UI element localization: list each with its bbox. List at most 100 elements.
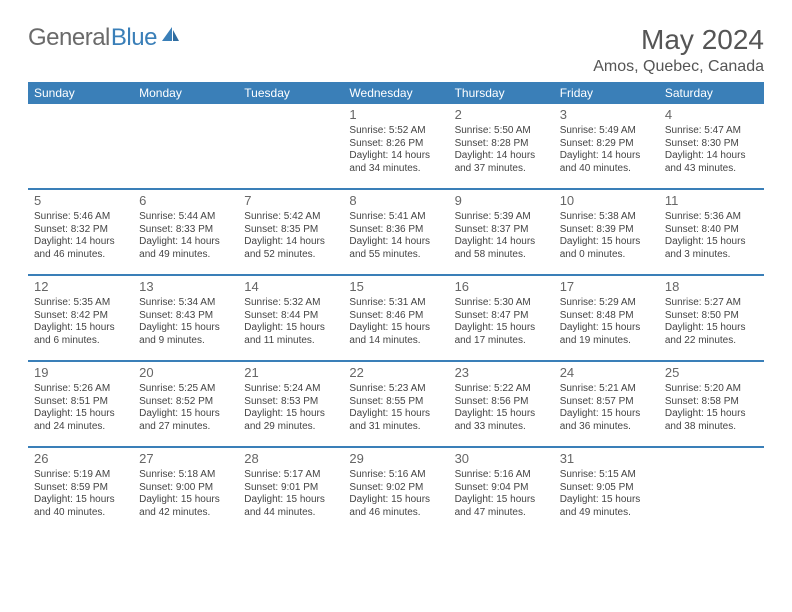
day-number: 13 xyxy=(139,279,232,295)
calendar-body: 1Sunrise: 5:52 AMSunset: 8:26 PMDaylight… xyxy=(28,104,764,533)
sunset-line: Sunset: 9:02 PM xyxy=(349,482,442,495)
day-cell: 23 Sunrise: 5:22 AMSunset: 8:56 PMDayligh… xyxy=(449,362,554,447)
daylight-line: Daylight: 14 hours and 58 minutes. xyxy=(455,236,548,261)
day-cell: 12Sunrise: 5:35 AMSunset: 8:42 PMDayligh… xyxy=(28,276,133,361)
weekday-header: Friday xyxy=(554,82,659,104)
day-cell: 9Sunrise: 5:39 AMSunset: 8:37 PMDaylight… xyxy=(449,190,554,275)
weekday-header: Saturday xyxy=(659,82,764,104)
sunrise-line: Sunrise: 5:25 AM xyxy=(139,383,232,396)
sunrise-line: Sunrise: 5:52 AM xyxy=(349,125,442,138)
weekday-header: Monday xyxy=(133,82,238,104)
sunrise-line: Sunrise: 5:20 AM xyxy=(665,383,758,396)
sunrise-line: Sunrise: 5:38 AM xyxy=(560,211,653,224)
day-number: 7 xyxy=(244,193,337,209)
day-number: 6 xyxy=(139,193,232,209)
sunset-line: Sunset: 8:59 PM xyxy=(34,482,127,495)
sunset-line: Sunset: 8:40 PM xyxy=(665,224,758,237)
day-cell: 19Sunrise: 5:26 AMSunset: 8:51 PMDayligh… xyxy=(28,362,133,447)
sunset-line: Sunset: 8:58 PM xyxy=(665,396,758,409)
daylight-line: Daylight: 15 hours and 27 minutes. xyxy=(139,408,232,433)
sunset-line: Sunset: 8:32 PM xyxy=(34,224,127,237)
sunset-line: Sunset: 8:44 PM xyxy=(244,310,337,323)
day-cell: 8Sunrise: 5:41 AMSunset: 8:36 PMDaylight… xyxy=(343,190,448,275)
daylight-line: Daylight: 15 hours and 44 minutes. xyxy=(244,494,337,519)
brand-part2: Blue xyxy=(111,24,157,52)
daylight-line: Daylight: 14 hours and 55 minutes. xyxy=(349,236,442,261)
daylight-line: Daylight: 15 hours and 22 minutes. xyxy=(665,322,758,347)
day-number: 31 xyxy=(560,451,653,467)
day-number: 28 xyxy=(244,451,337,467)
sunset-line: Sunset: 8:57 PM xyxy=(560,396,653,409)
sunset-line: Sunset: 8:56 PM xyxy=(455,396,548,409)
week-row: 26Sunrise: 5:19 AMSunset: 8:59 PMDayligh… xyxy=(28,448,764,533)
day-cell: 29Sunrise: 5:16 AMSunset: 9:02 PMDayligh… xyxy=(343,448,448,533)
brand-logo: General Blue xyxy=(28,24,180,52)
weekday-header: Thursday xyxy=(449,82,554,104)
sunrise-line: Sunrise: 5:26 AM xyxy=(34,383,127,396)
day-number: 16 xyxy=(455,279,548,295)
day-cell: 15Sunrise: 5:31 AMSunset: 8:46 PMDayligh… xyxy=(343,276,448,361)
day-number: 5 xyxy=(34,193,127,209)
sunset-line: Sunset: 8:33 PM xyxy=(139,224,232,237)
sunrise-line: Sunrise: 5:32 AM xyxy=(244,297,337,310)
daylight-line: Daylight: 14 hours and 43 minutes. xyxy=(665,150,758,175)
daylight-line: Daylight: 15 hours and 11 minutes. xyxy=(244,322,337,347)
calendar-table: Sunday Monday Tuesday Wednesday Thursday… xyxy=(28,82,764,533)
title-block: May 2024 Amos, Quebec, Canada xyxy=(593,24,764,76)
day-cell: 18Sunrise: 5:27 AMSunset: 8:50 PMDayligh… xyxy=(659,276,764,361)
weekday-header: Sunday xyxy=(28,82,133,104)
sunset-line: Sunset: 8:35 PM xyxy=(244,224,337,237)
sunrise-line: Sunrise: 5:23 AM xyxy=(349,383,442,396)
day-number: 1 xyxy=(349,107,442,123)
daylight-line: Daylight: 14 hours and 37 minutes. xyxy=(455,150,548,175)
day-cell: 22Sunrise: 5:23 AMSunset: 8:55 PMDayligh… xyxy=(343,362,448,447)
sunrise-line: Sunrise: 5:35 AM xyxy=(34,297,127,310)
day-number: 22 xyxy=(349,365,442,381)
sunset-line: Sunset: 9:05 PM xyxy=(560,482,653,495)
week-row: 5 Sunrise: 5:46 AMSunset: 8:32 PM Daylight… xyxy=(28,190,764,275)
day-cell xyxy=(28,104,133,189)
sunrise-line: Sunrise: 5:19 AM xyxy=(34,469,127,482)
sunset-line: Sunset: 8:46 PM xyxy=(349,310,442,323)
brand-sail-icon xyxy=(162,27,180,46)
day-cell: 4Sunrise: 5:47 AMSunset: 8:30 PMDaylight… xyxy=(659,104,764,189)
daylight-line: Daylight: 15 hours and 29 minutes. xyxy=(244,408,337,433)
daylight-line: Daylight: 15 hours and 0 minutes. xyxy=(560,236,653,261)
day-number: 8 xyxy=(349,193,442,209)
daylight-line: Daylight: 15 hours and 38 minutes. xyxy=(665,408,758,433)
daylight-line: Daylight: 15 hours and 9 minutes. xyxy=(139,322,232,347)
daylight-line: Daylight: 15 hours and 46 minutes. xyxy=(349,494,442,519)
brand-part1: General xyxy=(28,24,110,52)
daylight-line: Daylight: 15 hours and 42 minutes. xyxy=(139,494,232,519)
week-row: 1Sunrise: 5:52 AMSunset: 8:26 PMDaylight… xyxy=(28,104,764,189)
day-cell: 14 Sunrise: 5:32 AMSunset: 8:44 PMDayligh… xyxy=(238,276,343,361)
location-label: Amos, Quebec, Canada xyxy=(593,58,764,76)
sunrise-line: Sunrise: 5:41 AM xyxy=(349,211,442,224)
daylight-line: Daylight: 15 hours and 6 minutes. xyxy=(34,322,127,347)
day-number: 18 xyxy=(665,279,758,295)
daylight-line: Daylight: 15 hours and 33 minutes. xyxy=(455,408,548,433)
day-number: 17 xyxy=(560,279,653,295)
day-cell: 11Sunrise: 5:36 AMSunset: 8:40 PMDayligh… xyxy=(659,190,764,275)
header-row: General Blue May 2024 Amos, Quebec, Cana… xyxy=(28,24,764,76)
day-number: 21 xyxy=(244,365,337,381)
day-number: 9 xyxy=(455,193,548,209)
day-cell: 2Sunrise: 5:50 AMSunset: 8:28 PMDaylight… xyxy=(449,104,554,189)
day-number: 29 xyxy=(349,451,442,467)
month-title: May 2024 xyxy=(593,24,764,56)
sunset-line: Sunset: 8:37 PM xyxy=(455,224,548,237)
daylight-line: Daylight: 15 hours and 17 minutes. xyxy=(455,322,548,347)
day-cell xyxy=(659,448,764,533)
daylight-line: Daylight: 15 hours and 36 minutes. xyxy=(560,408,653,433)
day-number: 14 xyxy=(244,279,337,295)
sunset-line: Sunset: 8:47 PM xyxy=(455,310,548,323)
sunset-line: Sunset: 8:43 PM xyxy=(139,310,232,323)
sunrise-line: Sunrise: 5:22 AM xyxy=(455,383,548,396)
day-number: 23 xyxy=(455,365,548,381)
day-cell: 17Sunrise: 5:29 AMSunset: 8:48 PMDayligh… xyxy=(554,276,659,361)
daylight-line: Daylight: 15 hours and 31 minutes. xyxy=(349,408,442,433)
sunset-line: Sunset: 8:42 PM xyxy=(34,310,127,323)
day-number: 24 xyxy=(560,365,653,381)
sunrise-line: Sunrise: 5:21 AM xyxy=(560,383,653,396)
sunrise-line: Sunrise: 5:46 AM xyxy=(34,211,127,224)
